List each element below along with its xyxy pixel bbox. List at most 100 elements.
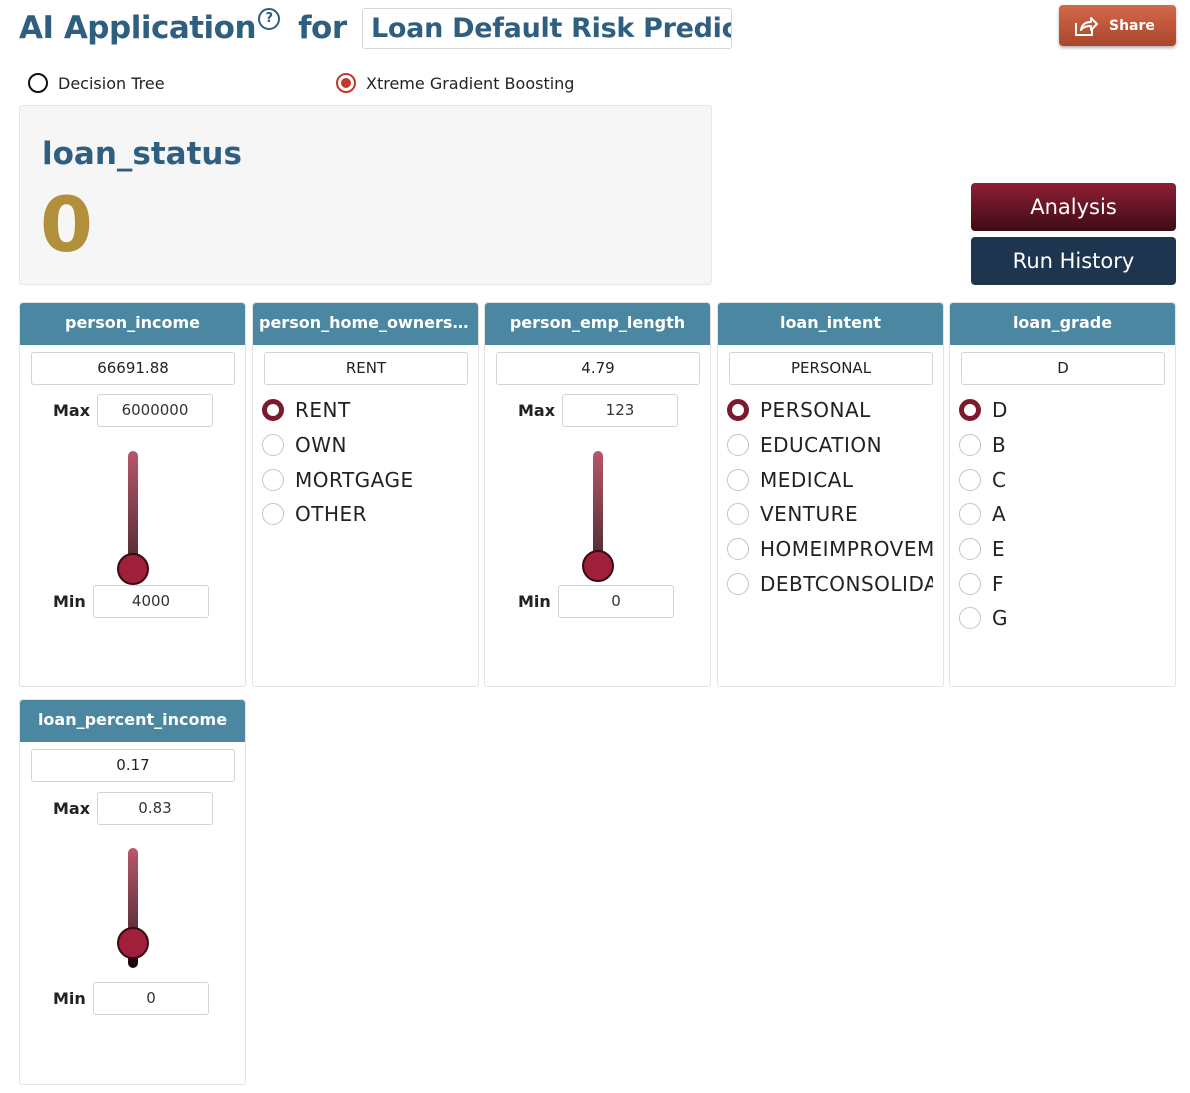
card-loan-intent: loan_intent PERSONAL PERSONAL EDUCATION … (717, 302, 944, 687)
title-for: for (298, 10, 347, 46)
person-income-slider-track[interactable] (128, 451, 138, 569)
min-label: Min (53, 592, 86, 611)
radio[interactable] (727, 572, 749, 595)
loan-grade-option[interactable]: B (959, 428, 1008, 463)
model-label-xgboost: Xtreme Gradient Boosting (366, 73, 575, 93)
radio[interactable] (727, 538, 749, 561)
loan-grade-option[interactable]: C (959, 462, 1008, 497)
radio[interactable] (727, 468, 749, 491)
loan-grade-option[interactable]: D (959, 393, 1008, 428)
loan-intent-option[interactable]: PERSONAL (727, 393, 933, 428)
radio[interactable] (727, 503, 749, 526)
result-panel: loan_status 0 (19, 105, 712, 285)
home-ownership-option[interactable]: OWN (262, 428, 414, 463)
radio[interactable] (959, 434, 981, 457)
radio[interactable] (959, 538, 981, 561)
option-label: EDUCATION (760, 433, 883, 458)
loan-percent-income-slider-track[interactable] (128, 848, 138, 948)
help-icon[interactable]: ? (258, 8, 281, 30)
loan-percent-income-max-input[interactable]: 0.83 (97, 792, 213, 825)
loan-percent-income-slider-thumb[interactable] (117, 927, 149, 959)
radio[interactable] (262, 399, 284, 422)
app-title: AI Application ? for (19, 6, 347, 50)
loan-intent-option[interactable]: MEDICAL (727, 462, 933, 497)
loan-grade-option[interactable]: G (959, 601, 1008, 636)
radio[interactable] (727, 434, 749, 457)
loan-grade-input[interactable]: D (961, 352, 1165, 385)
option-label: DEBTCONSOLIDATION (760, 571, 933, 596)
person-income-input[interactable]: 66691.88 (31, 352, 235, 385)
person-emp-length-slider-thumb[interactable] (582, 550, 614, 582)
option-label: B (992, 433, 1007, 458)
loan-grade-option[interactable]: E (959, 532, 1008, 567)
card-header-loan-grade: loan_grade (950, 303, 1175, 345)
share-button[interactable]: Share (1059, 5, 1176, 46)
model-label-decision-tree: Decision Tree (58, 73, 165, 93)
max-label: Max (518, 401, 556, 420)
option-label: OTHER (295, 502, 368, 527)
loan-intent-input[interactable]: PERSONAL (729, 352, 933, 385)
option-label: MORTGAGE (295, 467, 414, 492)
max-label: Max (53, 799, 91, 818)
card-header-loan-intent: loan_intent (718, 303, 943, 345)
radio[interactable] (727, 399, 749, 422)
radio[interactable] (959, 468, 981, 491)
home-ownership-option[interactable]: OTHER (262, 497, 414, 532)
loan-intent-option[interactable]: DEBTCONSOLIDATION (727, 566, 933, 601)
person-emp-length-input[interactable]: 4.79 (496, 352, 700, 385)
person-emp-length-max-input[interactable]: 123 (562, 394, 678, 427)
loan-grade-options: D B C A E F G (959, 393, 1008, 636)
loan-intent-option[interactable]: VENTURE (727, 497, 933, 532)
radio-decision-tree[interactable] (28, 73, 48, 93)
app-name-field[interactable]: Loan Default Risk Predict (362, 8, 732, 49)
loan-intent-option[interactable]: EDUCATION (727, 428, 933, 463)
min-label: Min (53, 989, 86, 1008)
option-label: E (992, 537, 1006, 562)
radio[interactable] (262, 468, 284, 491)
analysis-button[interactable]: Analysis (971, 183, 1176, 231)
loan-grade-option[interactable]: F (959, 566, 1008, 601)
card-person-emp-length: person_emp_length 4.79 Max 123 Min 0 (484, 302, 711, 687)
card-loan-grade: loan_grade D D B C A E F G (949, 302, 1176, 687)
model-option-decision-tree[interactable]: Decision Tree (28, 72, 165, 94)
share-label: Share (1109, 17, 1155, 34)
home-ownership-option[interactable]: MORTGAGE (262, 462, 414, 497)
radio[interactable] (959, 503, 981, 526)
radio-xgboost[interactable] (336, 73, 356, 93)
person-emp-length-min-input[interactable]: 0 (558, 585, 674, 618)
person-income-max-input[interactable]: 6000000 (97, 394, 213, 427)
radio[interactable] (262, 503, 284, 526)
result-label: loan_status (42, 136, 242, 172)
radio[interactable] (959, 399, 981, 422)
loan-intent-option[interactable]: HOMEIMPROVEMENT (727, 532, 933, 567)
run-history-button[interactable]: Run History (971, 237, 1176, 285)
card-loan-percent-income: loan_percent_income 0.17 Max 0.83 Min 0 (19, 699, 246, 1085)
loan-percent-income-slider-foot (128, 956, 138, 968)
share-icon (1075, 16, 1098, 36)
person-income-min-input[interactable]: 4000 (93, 585, 209, 618)
option-label: MEDICAL (760, 467, 854, 492)
option-label: RENT (295, 398, 351, 423)
home-ownership-option[interactable]: RENT (262, 393, 414, 428)
option-label: OWN (295, 433, 347, 458)
card-header-loan-percent-income: loan_percent_income (20, 700, 245, 742)
option-label: A (992, 502, 1007, 527)
home-ownership-options: RENT OWN MORTGAGE OTHER (262, 393, 414, 532)
result-value: 0 (40, 180, 93, 269)
model-option-xgboost[interactable]: Xtreme Gradient Boosting (336, 72, 574, 94)
person-emp-length-slider-track[interactable] (593, 451, 603, 566)
card-header-person-home-ownership: person_home_ownership (253, 303, 478, 345)
card-person-home-ownership: person_home_ownership RENT RENT OWN MORT… (252, 302, 479, 687)
loan-grade-option[interactable]: A (959, 497, 1008, 532)
min-label: Min (518, 592, 551, 611)
person-home-ownership-input[interactable]: RENT (264, 352, 468, 385)
option-label: G (992, 606, 1008, 631)
radio[interactable] (262, 434, 284, 457)
radio[interactable] (959, 607, 981, 630)
person-income-slider-thumb[interactable] (117, 553, 149, 585)
loan-percent-income-min-input[interactable]: 0 (93, 982, 209, 1015)
loan-percent-income-input[interactable]: 0.17 (31, 749, 235, 782)
option-label: VENTURE (760, 502, 859, 527)
radio[interactable] (959, 572, 981, 595)
